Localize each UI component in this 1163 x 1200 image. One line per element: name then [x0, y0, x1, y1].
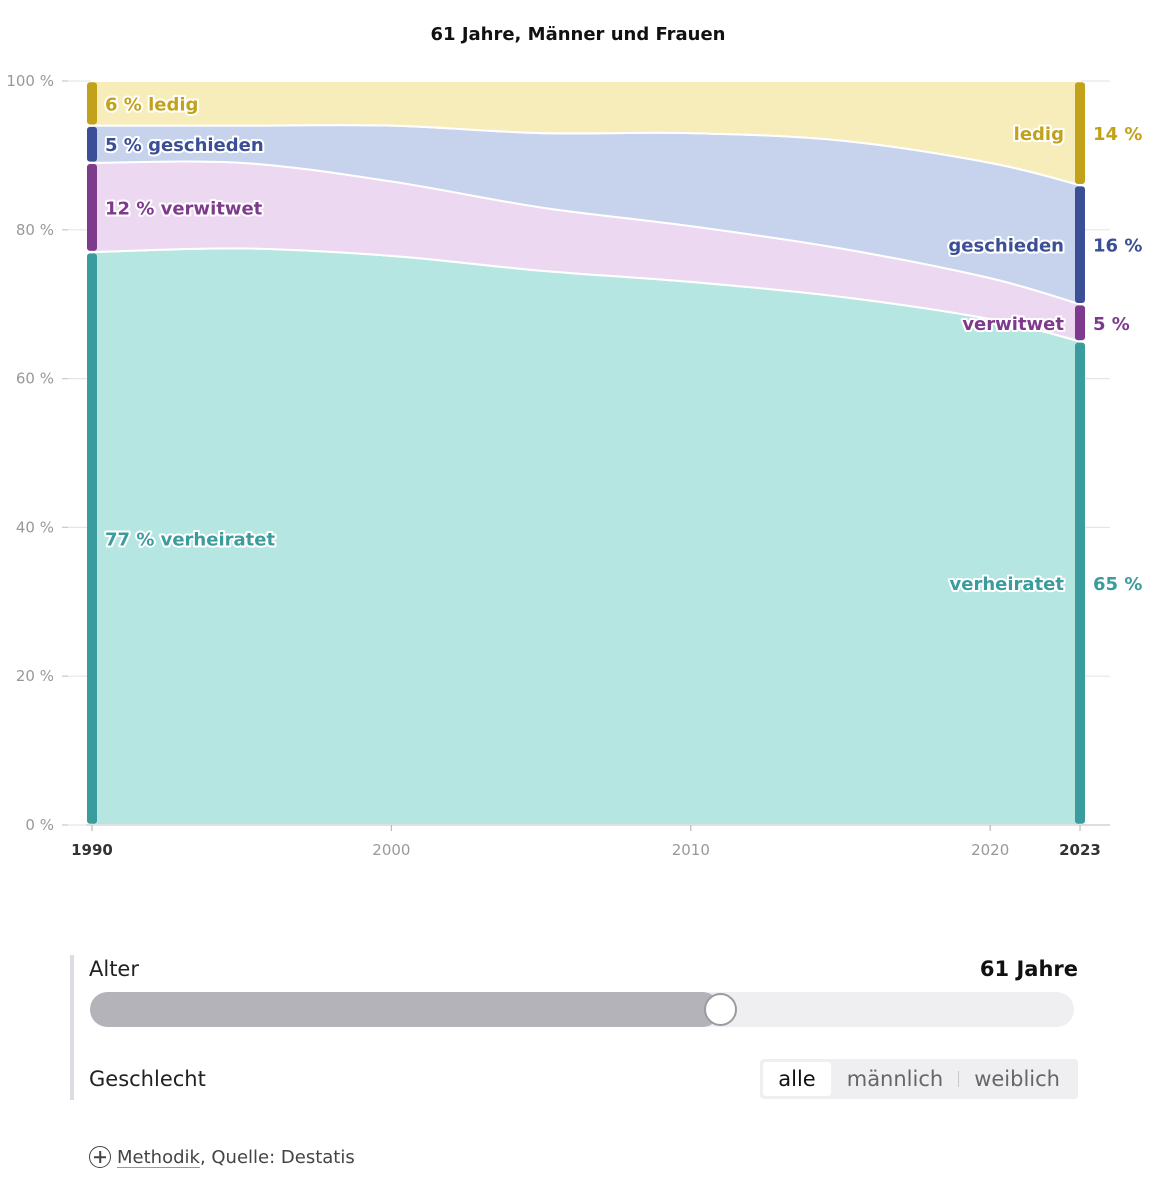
end-name-verheiratet: verheiratet [950, 574, 1065, 595]
age-slider-thumb[interactable] [703, 993, 737, 1026]
end-bar-verheiratet [1075, 342, 1085, 824]
source-text: , Quelle: Destatis [199, 1146, 355, 1168]
start-bar-verheiratet [87, 253, 97, 824]
gender-option-alle[interactable]: alle [763, 1062, 831, 1096]
gender-option-maennlich[interactable]: männlich [846, 1067, 944, 1091]
gender-divider [958, 1071, 960, 1087]
gender-label: Geschlecht [89, 1067, 206, 1091]
area-ledig [91, 79, 1081, 187]
end-value-verheiratet: 65 % [1093, 574, 1142, 595]
methodik-link[interactable]: Methodik [117, 1146, 200, 1168]
gender-toggle: alle männlich weiblich [760, 1059, 1078, 1099]
y-tick-label: 100 % [6, 72, 54, 90]
end-value-verwitwet: 5 % [1093, 314, 1130, 335]
methodik-footer: Methodik , Quelle: Destatis [89, 1146, 355, 1168]
y-tick-label: 40 % [16, 518, 54, 536]
plus-circle-icon[interactable] [89, 1146, 111, 1168]
end-value-geschieden: 16 % [1093, 236, 1142, 257]
end-value-ledig: 14 % [1093, 124, 1142, 145]
label-layer: 77 % verheiratet verheiratet 65 % 12 % verw… [103, 92, 1144, 597]
end-name-geschieden: geschieden [948, 236, 1064, 257]
age-slider-fill [90, 992, 720, 1027]
end-name-ledig: ledig [1014, 124, 1064, 145]
area-layer [91, 79, 1081, 827]
edge-bar-layer [87, 82, 1085, 824]
end-name-verwitwet: verwitwet [962, 314, 1064, 335]
age-value: 61 Jahre [979, 957, 1078, 981]
x-tick-label: 1990 [71, 841, 113, 859]
start-label-verheiratet: 77 % verheiratet [105, 530, 275, 551]
end-bar-ledig [1075, 82, 1085, 184]
gender-option-weiblich[interactable]: weiblich [974, 1067, 1060, 1091]
axis-layer: 0 % 20 % 40 % 60 % 80 % 100 % 1990 2000 2010 2020… [6, 72, 1110, 859]
start-bar-ledig [87, 82, 97, 125]
x-tick-label: 2020 [971, 841, 1009, 859]
chart-title: 61 Jahre, Männer und Frauen [430, 24, 726, 45]
y-tick-label: 20 % [16, 667, 54, 685]
start-label-verwitwet: 12 % verwitwet [105, 198, 263, 219]
start-bar-geschieden [87, 126, 97, 162]
end-bar-verwitwet [1075, 305, 1085, 341]
stacked-area-chart: 0 % 20 % 40 % 60 % 80 % 100 % 1990 2000 2010 2020… [6, 72, 1144, 859]
x-tick-label: 2010 [672, 841, 710, 859]
y-tick-label: 0 % [25, 816, 54, 834]
age-label: Alter [89, 957, 139, 981]
x-tick-label: 2000 [372, 841, 410, 859]
x-tick-label: 2023 [1059, 841, 1101, 859]
start-bar-verwitwet [87, 164, 97, 251]
y-tick-label: 60 % [16, 370, 54, 388]
start-label-geschieden: 5 % geschieden [105, 135, 264, 156]
age-slider[interactable] [90, 992, 1074, 1027]
start-label-ledig: 6 % ledig [105, 94, 198, 115]
end-bar-geschieden [1075, 186, 1085, 303]
y-tick-label: 80 % [16, 221, 54, 239]
chart-controls: Alter 61 Jahre Geschlecht alle männlich … [70, 955, 1078, 1100]
